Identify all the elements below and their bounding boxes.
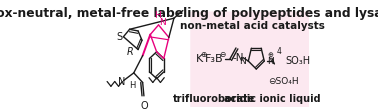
Text: SO₃H: SO₃H xyxy=(285,56,310,66)
Text: trifluoroborate: trifluoroborate xyxy=(173,94,255,104)
Text: H: H xyxy=(155,11,161,20)
Text: S: S xyxy=(116,32,123,42)
Text: F₃B: F₃B xyxy=(205,54,224,64)
Text: ⊖SO₄H: ⊖SO₄H xyxy=(268,77,298,86)
Text: redox-neutral, metal-free labeling of polypeptides and lysates: redox-neutral, metal-free labeling of po… xyxy=(0,7,378,20)
FancyBboxPatch shape xyxy=(190,12,310,109)
Text: ⊖: ⊖ xyxy=(219,50,225,59)
Text: N: N xyxy=(267,57,274,66)
Text: ⊕: ⊕ xyxy=(268,52,274,58)
Text: 4: 4 xyxy=(276,47,281,56)
Text: K: K xyxy=(195,54,203,64)
Text: -N: -N xyxy=(233,53,244,62)
Text: non-metal acid catalysts: non-metal acid catalysts xyxy=(180,21,325,31)
Text: R: R xyxy=(127,47,134,57)
Text: O: O xyxy=(141,101,149,111)
Text: ⊕: ⊕ xyxy=(200,50,207,59)
Text: acidic ionic liquid: acidic ionic liquid xyxy=(224,94,321,104)
Text: H: H xyxy=(129,81,135,90)
Text: N: N xyxy=(239,57,246,66)
Text: N: N xyxy=(159,18,166,27)
Text: N: N xyxy=(118,78,125,87)
